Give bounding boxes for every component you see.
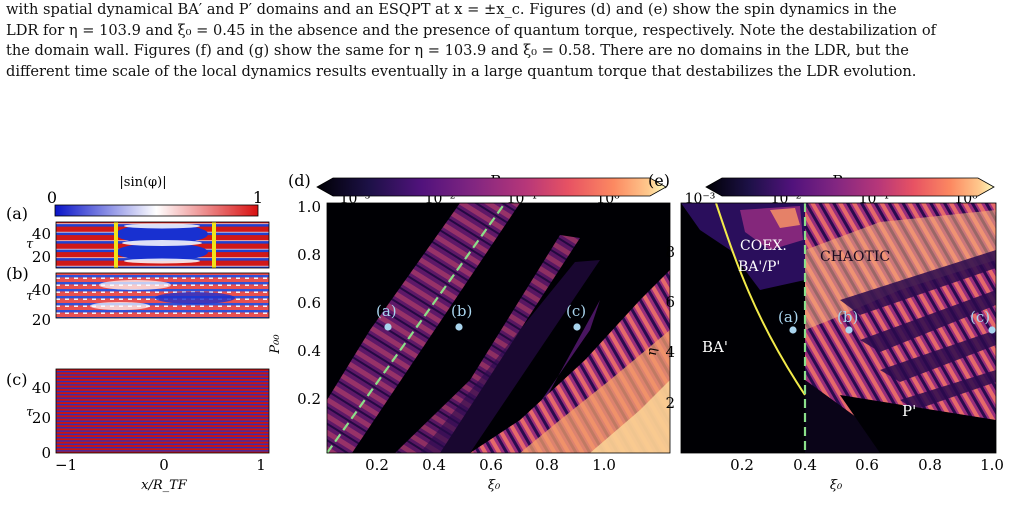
panel-c-heatmap xyxy=(56,369,269,453)
panel-e-ytick-3: 8 xyxy=(665,243,675,261)
panel-e-point-a-label: (a) xyxy=(778,308,799,326)
colorbar-left xyxy=(54,204,259,217)
panel-e-chaotic-label: CHAOTIC xyxy=(820,249,890,265)
panel-a-ytick-1: 40 xyxy=(32,225,51,243)
panel-d-band-2 xyxy=(395,235,580,453)
left-xtick-2: 1 xyxy=(256,456,266,474)
panel-c: (c) xyxy=(6,368,270,454)
panel-e-xtick-1: 0.4 xyxy=(793,456,817,474)
caption-line-3: the domain wall. Figures (f) and (g) sho… xyxy=(6,42,909,59)
panel-d-xtick-2: 0.6 xyxy=(479,456,503,474)
panel-b-label: (b) xyxy=(6,264,29,283)
panel-b-ytick-1: 20 xyxy=(32,311,51,329)
panel-e-point-c xyxy=(988,326,996,334)
panel-e-ytick-1: 4 xyxy=(665,343,675,361)
left-xtick-1: 0 xyxy=(159,456,169,474)
panel-e-point-c-label: (c) xyxy=(970,308,990,326)
panel-d-xlabel: ξ₀ xyxy=(488,478,501,493)
left-panels: |sin(φ)| 0 1 (a) (b) xyxy=(6,175,270,493)
panel-e-xtick-4: 1.0 xyxy=(980,456,1004,474)
panel-d: R 10⁻³ 10⁻² 10⁻¹ 10⁰ (d) (a) (b) xyxy=(268,171,671,493)
panel-a: (a) xyxy=(6,204,270,269)
panel-e-ba-label: BA' xyxy=(702,338,728,356)
panel-e-xtick-2: 0.6 xyxy=(855,456,879,474)
panel-d-xtick-1: 0.4 xyxy=(422,456,446,474)
caption-line-2: LDR for η = 103.9 and ξ₀ = 0.45 in the a… xyxy=(6,21,937,39)
panel-a-label: (a) xyxy=(6,204,28,223)
panel-d-ylabel: P₀₀ xyxy=(268,334,283,355)
panel-d-point-b-label: (b) xyxy=(451,302,472,320)
panel-e-ytick-0: 2 xyxy=(665,394,675,412)
panel-b-ytick-0: 40 xyxy=(32,281,51,299)
panel-c-label: (c) xyxy=(6,370,27,389)
panel-d-ytick-3: 0.8 xyxy=(297,246,321,264)
panel-d-point-c-label: (c) xyxy=(566,302,586,320)
panel-d-boundary-line xyxy=(326,202,506,454)
panel-c-ytick-2: 40 xyxy=(32,379,51,397)
colorbar-max-left: 1 xyxy=(253,188,263,207)
panel-b-ylabel: τ xyxy=(26,289,34,304)
caption-line-4: different time scale of the local dynami… xyxy=(6,62,917,80)
panel-d-point-a-label: (a) xyxy=(376,302,397,320)
panel-e-xlabel: ξ₀ xyxy=(830,478,843,493)
panel-e-ylabel: η xyxy=(645,348,660,356)
left-xtick-0: −1 xyxy=(55,456,77,474)
panel-d-ytick-0: 0.2 xyxy=(297,390,321,408)
figure-caption: with spatial dynamical BA′ and P′ domain… xyxy=(6,0,1024,82)
panel-e-p-label: P' xyxy=(902,402,916,420)
panel-d-label: (d) xyxy=(288,171,311,190)
panel-d-ytick-2: 0.6 xyxy=(297,294,321,312)
panel-d-xtick-4: 1.0 xyxy=(592,456,616,474)
panel-d-ytick-1: 0.4 xyxy=(297,342,321,360)
panel-d-point-b xyxy=(455,323,463,331)
panel-e-label: (e) xyxy=(648,171,670,190)
panel-e-coex-label-2: BA'/P' xyxy=(738,259,780,275)
panel-a-ytick-0: 20 xyxy=(32,248,51,266)
panel-e-coex-label-1: COEX. xyxy=(740,238,787,254)
panel-d-point-a xyxy=(384,323,392,331)
colorbar-min-left: 0 xyxy=(47,188,57,207)
panel-e-point-b-label: (b) xyxy=(837,308,858,326)
panel-c-ytick-1: 20 xyxy=(32,409,51,427)
panel-b: (b) xyxy=(6,264,270,319)
colorbar-title-left: |sin(φ)| xyxy=(119,175,166,190)
panel-d-ytick-4: 1.0 xyxy=(297,198,321,216)
panel-a-ylabel: τ xyxy=(26,237,34,252)
panel-d-xtick-3: 0.8 xyxy=(535,456,559,474)
panel-e-xtick-3: 0.8 xyxy=(918,456,942,474)
panel-c-ylabel: τ xyxy=(26,405,34,420)
panel-d-colorbar xyxy=(316,177,667,197)
panel-e-point-a xyxy=(789,326,797,334)
panel-e-xtick-0: 0.2 xyxy=(730,456,754,474)
panel-e: R 10⁻³ 10⁻² 10⁻¹ 10⁰ (e) xyxy=(645,171,1004,493)
caption-line-1: with spatial dynamical BA′ and P′ domain… xyxy=(6,1,897,18)
panel-d-xtick-0: 0.2 xyxy=(365,456,389,474)
panel-e-point-b xyxy=(845,326,853,334)
panel-e-colorbar xyxy=(705,177,995,197)
panel-e-ytick-2: 6 xyxy=(665,293,675,311)
panel-e-yellow-curve xyxy=(715,202,806,396)
panel-d-point-c xyxy=(573,323,581,331)
panel-d-band-1 xyxy=(327,203,520,453)
left-xlabel: x/R_TF xyxy=(141,478,188,493)
panel-c-ytick-0: 0 xyxy=(41,444,51,462)
